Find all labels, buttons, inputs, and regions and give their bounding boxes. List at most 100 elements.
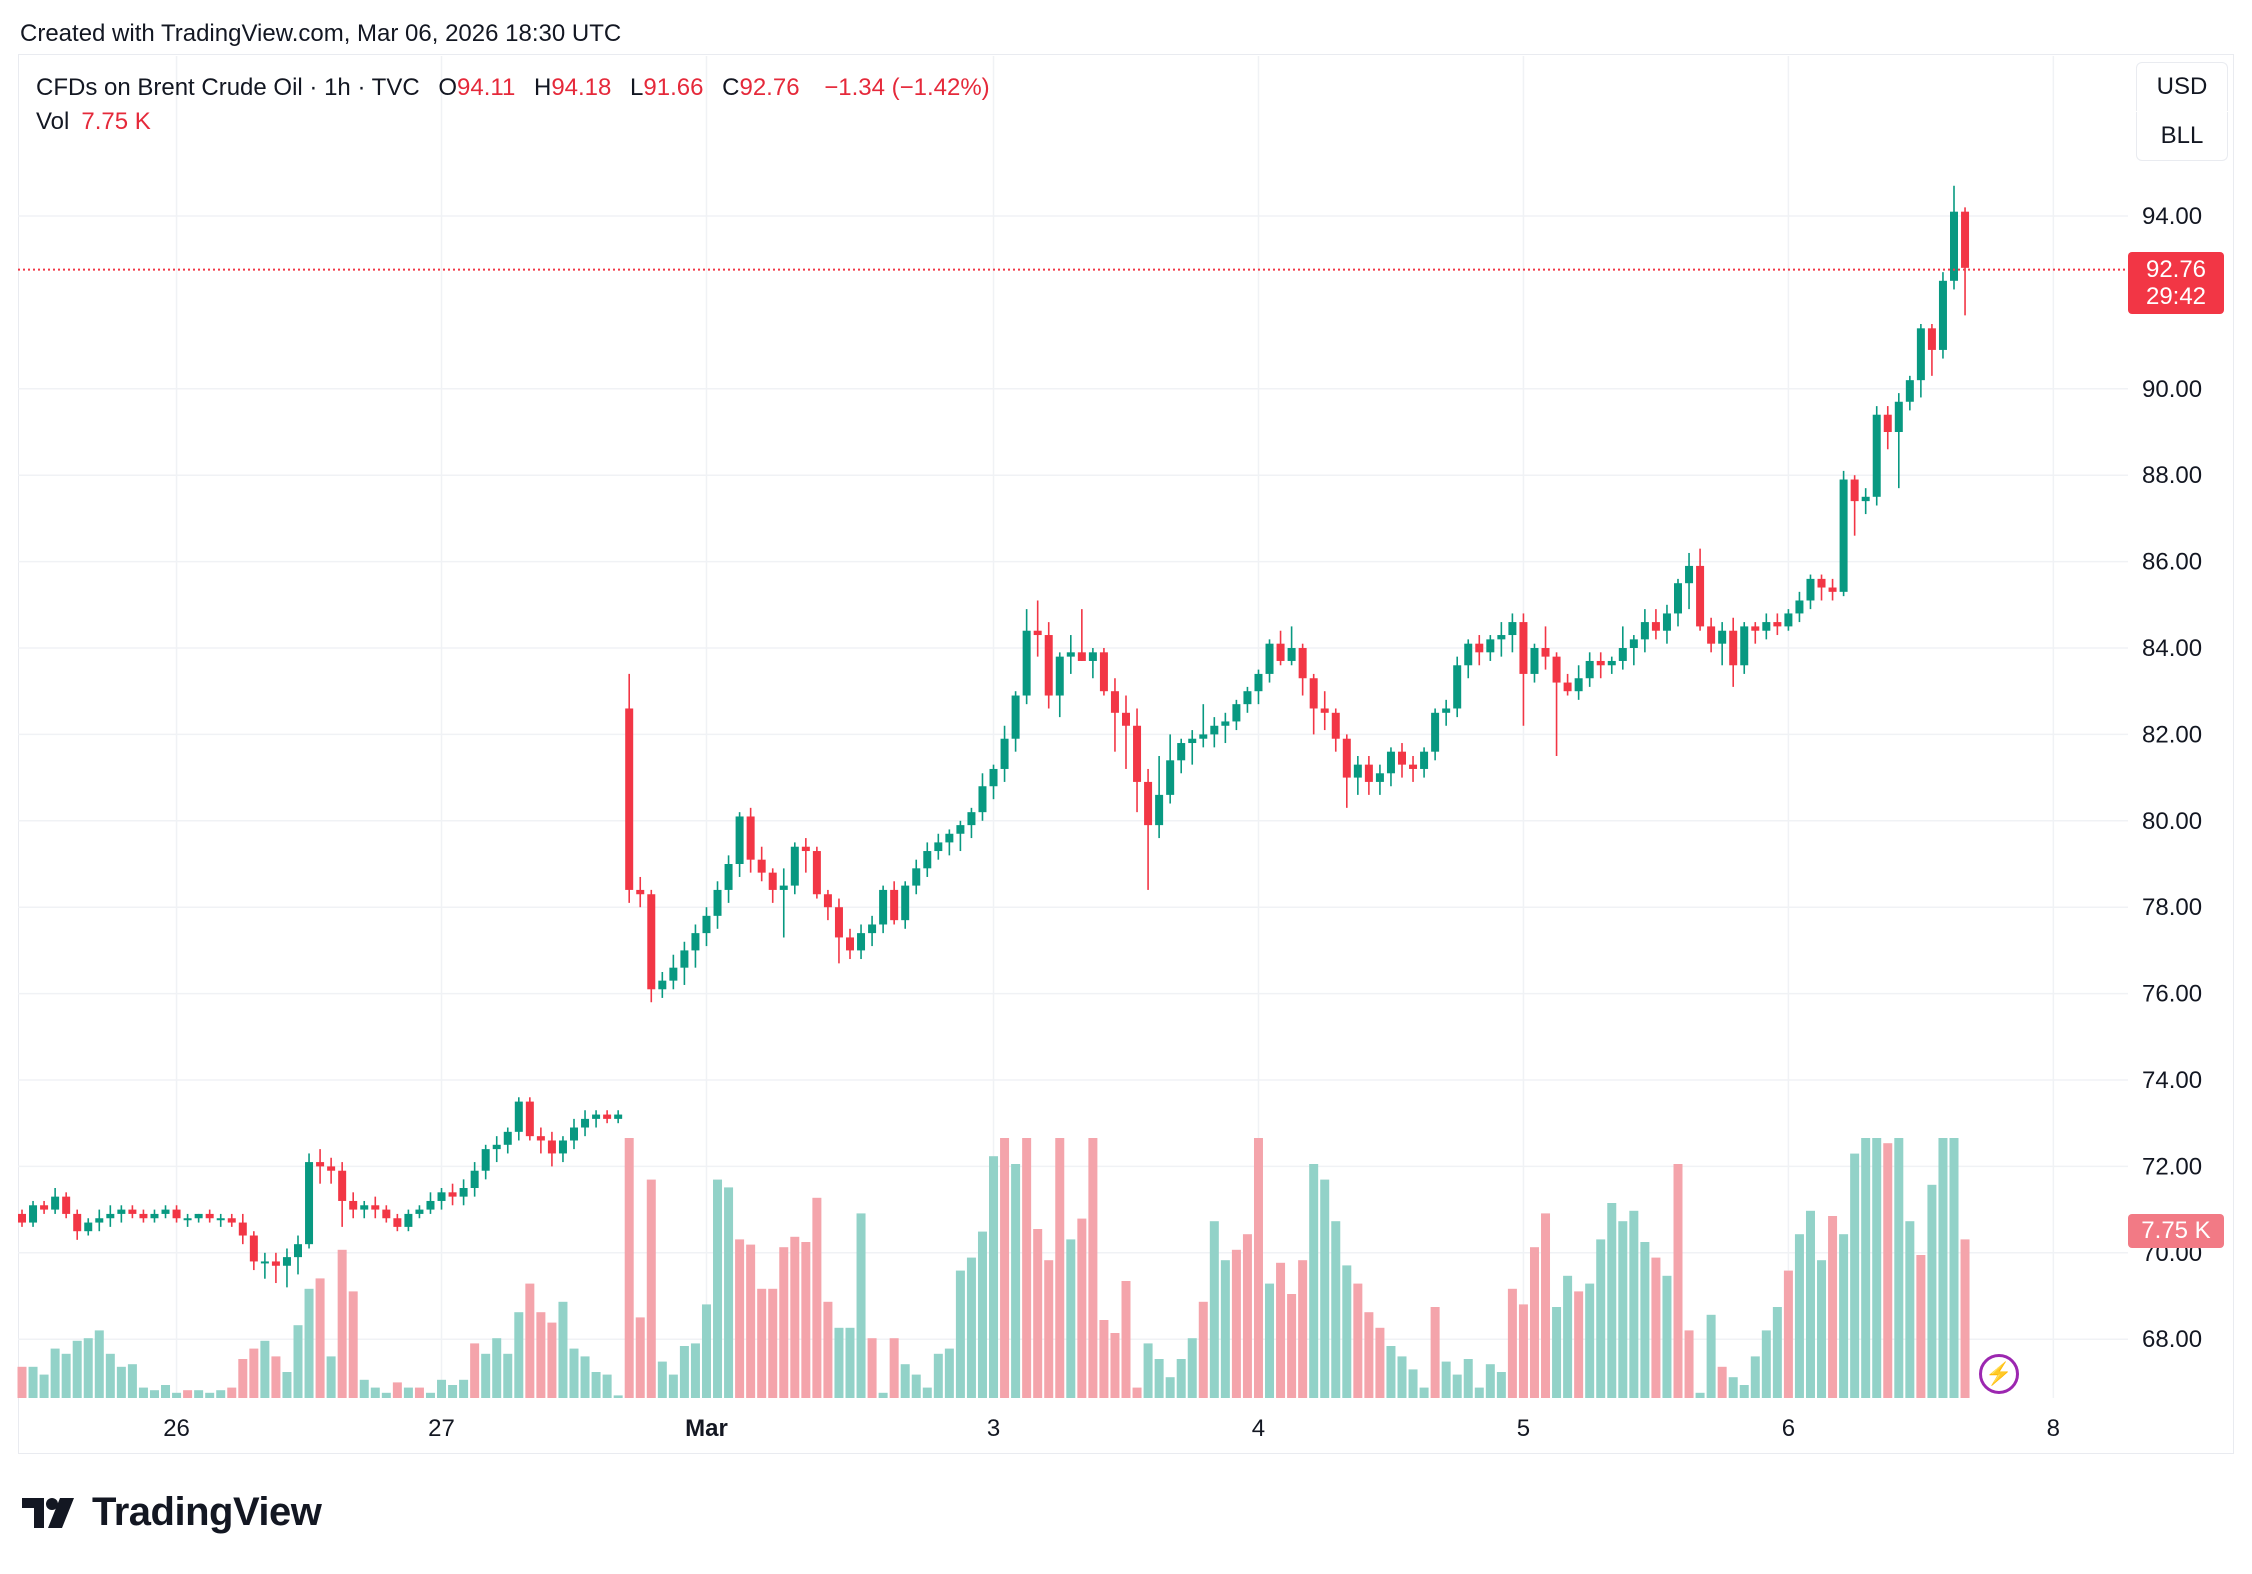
candle-body — [1795, 600, 1804, 614]
candle-body — [1011, 695, 1020, 739]
volume-bar — [911, 1374, 921, 1398]
volume-bar — [1044, 1260, 1054, 1398]
candle-body — [1309, 678, 1318, 709]
tradingview-brand[interactable]: TradingView — [22, 1490, 322, 1535]
candle-body — [106, 1213, 115, 1219]
volume-bar — [138, 1387, 148, 1398]
candle-body — [1629, 639, 1638, 648]
volume-bar — [1518, 1304, 1528, 1398]
price-axis: 94.00 90.00 88.00 86.00 84.00 82.00 80.00 78.00… — [2142, 203, 2202, 1353]
candle-body — [1375, 773, 1384, 782]
candle-body — [1927, 328, 1936, 350]
volume-bar — [1629, 1210, 1639, 1398]
candle-body — [669, 967, 678, 981]
volume-bar — [127, 1364, 137, 1398]
candle-body — [1188, 738, 1197, 744]
candle-body — [1861, 496, 1870, 502]
volume-bar — [83, 1338, 93, 1398]
candle-body — [282, 1257, 291, 1266]
volume-bar — [61, 1353, 71, 1398]
volume-bar — [437, 1379, 447, 1398]
volume-bar — [1673, 1164, 1683, 1398]
volume-bar — [1640, 1242, 1650, 1398]
legend-ohlc: CFDs on Brent Crude Oil · 1h · TVC O94.1… — [36, 74, 994, 102]
volume-bar — [1607, 1203, 1617, 1398]
candle-body — [216, 1218, 225, 1221]
price-tick-label: 72.00 — [2142, 1153, 2202, 1180]
candle-body — [393, 1218, 402, 1227]
candle-body — [746, 816, 755, 860]
time-tick-label: 5 — [1517, 1415, 1530, 1442]
candle-body — [1221, 721, 1230, 726]
volume-bar — [172, 1392, 182, 1398]
volume-bar — [1088, 1138, 1098, 1398]
volume-bar — [1839, 1234, 1849, 1398]
candle-body — [1574, 678, 1583, 692]
volume-bar — [425, 1392, 435, 1398]
volume-bar — [1739, 1385, 1749, 1398]
candle-body — [1563, 682, 1572, 692]
time-tick-label: Mar — [685, 1415, 728, 1442]
legend-low-value: 91.66 — [643, 74, 704, 101]
candle-body — [1938, 280, 1947, 350]
measure-unit-button[interactable]: BLL — [2136, 112, 2228, 161]
volume-bar — [1110, 1333, 1120, 1398]
candle-body — [1640, 622, 1649, 640]
legend-symbol: CFDs on Brent Crude Oil · 1h · TVC — [36, 74, 420, 101]
candle-body — [1530, 648, 1539, 674]
currency-unit-button[interactable]: USD — [2136, 62, 2228, 111]
candle-body — [327, 1166, 336, 1171]
candle-body — [382, 1209, 391, 1219]
volume-bar — [536, 1312, 546, 1398]
candle-body — [1872, 414, 1881, 497]
price-tick-label: 74.00 — [2142, 1067, 2202, 1094]
volume-bar — [149, 1390, 159, 1398]
legend-change: −1.34 (−1.42%) — [824, 74, 990, 101]
candle-body — [934, 842, 943, 852]
volume-bar — [944, 1348, 954, 1398]
volume-bar — [459, 1379, 469, 1398]
price-tick-label: 78.00 — [2142, 894, 2202, 921]
volume-bar — [1507, 1288, 1517, 1398]
candle-body — [29, 1205, 38, 1223]
candle-body — [62, 1196, 71, 1214]
candle-body — [1740, 626, 1749, 666]
lightning-bolt-button[interactable]: ⚡ — [1979, 1354, 2019, 1394]
candle-body — [1773, 622, 1782, 627]
volume-bar — [1552, 1307, 1562, 1398]
candle-body — [1287, 648, 1296, 661]
volume-bar — [1541, 1213, 1551, 1398]
volume-bar — [1938, 1138, 1948, 1398]
volume-bar — [1099, 1320, 1109, 1398]
candle-body — [1718, 630, 1727, 644]
candle-body — [1497, 635, 1506, 640]
volume-bar — [1331, 1221, 1341, 1398]
volume-bar — [1187, 1338, 1197, 1398]
candle-body — [1541, 648, 1550, 657]
volume-bar — [834, 1327, 844, 1398]
candle-body — [581, 1118, 590, 1128]
volume-bar — [1728, 1377, 1738, 1398]
candle-body — [271, 1261, 280, 1266]
candle-body — [1762, 622, 1771, 631]
volume-bar — [1209, 1221, 1219, 1398]
volume-bar — [679, 1346, 689, 1398]
candle-body — [713, 889, 722, 916]
volume-bar — [1165, 1377, 1175, 1398]
volume-bar — [889, 1338, 899, 1398]
candle-body — [691, 933, 700, 951]
candle-body — [1751, 626, 1760, 631]
volume-bar — [1011, 1164, 1021, 1398]
candle-body — [448, 1192, 457, 1197]
volume-bar — [525, 1283, 535, 1398]
candle-body — [1850, 479, 1859, 502]
volume-bar — [227, 1387, 237, 1398]
volume-bar — [823, 1301, 833, 1398]
price-tick-label: 94.00 — [2142, 203, 2202, 230]
candle-body — [51, 1196, 60, 1210]
chart-frame[interactable] — [18, 54, 2234, 1454]
candle-body — [1651, 622, 1660, 631]
volume-bar — [1198, 1301, 1208, 1398]
volume-bar — [1386, 1346, 1396, 1398]
